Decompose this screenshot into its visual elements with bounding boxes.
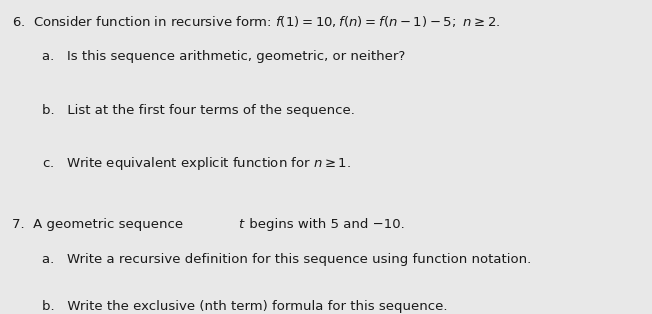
Text: 7.  A geometric sequence: 7. A geometric sequence bbox=[12, 218, 187, 231]
Text: 6.  Consider function in recursive form: $f(1) = 10, f(n) = f(n-1) - 5;\ n \geq : 6. Consider function in recursive form: … bbox=[12, 14, 500, 29]
Text: b.   List at the first four terms of the sequence.: b. List at the first four terms of the s… bbox=[42, 104, 355, 116]
Text: c.   Write equivalent explicit function for $n \geq 1.$: c. Write equivalent explicit function fo… bbox=[42, 155, 351, 172]
Text: t: t bbox=[238, 218, 243, 231]
Text: a.   Write a recursive definition for this sequence using function notation.: a. Write a recursive definition for this… bbox=[42, 253, 531, 266]
Text: a.   Is this sequence arithmetic, geometric, or neither?: a. Is this sequence arithmetic, geometri… bbox=[42, 50, 406, 63]
Text: begins with 5 and −10.: begins with 5 and −10. bbox=[244, 218, 404, 231]
Text: b.   Write the exclusive (nth term) formula for this sequence.: b. Write the exclusive (nth term) formul… bbox=[42, 300, 448, 313]
